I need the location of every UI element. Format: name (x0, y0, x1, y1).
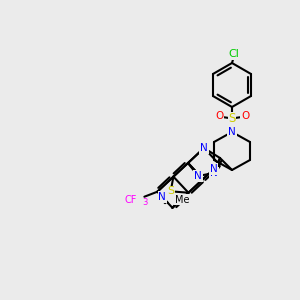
Text: O: O (215, 111, 223, 121)
Text: Cl: Cl (229, 49, 239, 59)
Text: O: O (241, 111, 249, 121)
Text: N: N (228, 127, 236, 137)
Text: N: N (194, 171, 202, 181)
Text: Me: Me (175, 195, 190, 205)
Text: N: N (210, 164, 218, 174)
Text: N: N (158, 192, 166, 202)
Text: CF: CF (125, 195, 137, 205)
Text: N: N (210, 168, 218, 178)
Text: S: S (228, 112, 236, 125)
Text: N: N (200, 143, 208, 153)
Text: S: S (167, 186, 174, 196)
Text: 3: 3 (143, 198, 148, 207)
